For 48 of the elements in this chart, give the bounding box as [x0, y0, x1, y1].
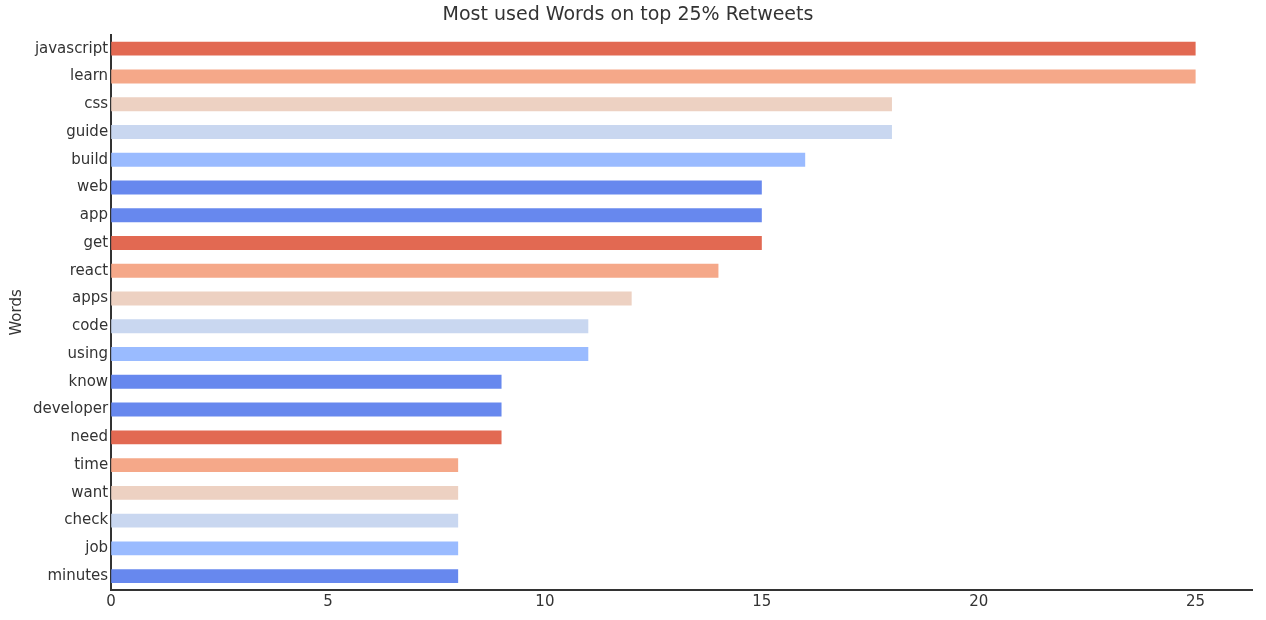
bar [111, 152, 806, 167]
y-tick-label: want [71, 482, 109, 501]
y-tick-label: job [84, 538, 109, 557]
bar [111, 430, 502, 445]
bar [111, 402, 502, 417]
y-tick-label: guide [66, 121, 109, 140]
bar [111, 263, 719, 278]
bar [111, 41, 1196, 56]
bar [111, 458, 459, 473]
y-tick-label: minutes [47, 566, 109, 585]
bar [111, 236, 762, 250]
bar [111, 347, 589, 361]
x-tick-label: 5 [323, 591, 333, 610]
bar [111, 319, 589, 334]
x-tick-label: 15 [752, 591, 772, 610]
y-tick-label: know [68, 371, 109, 390]
y-tick-label: react [69, 260, 109, 279]
y-tick-label: code [71, 316, 109, 335]
bar [111, 69, 1196, 84]
y-tick-label: css [84, 94, 109, 113]
y-tick-label: build [71, 149, 109, 168]
bar [111, 374, 502, 389]
y-tick-label: web [77, 177, 109, 196]
bar [111, 291, 632, 306]
x-tick-label: 0 [106, 591, 116, 610]
y-tick-label: check [64, 510, 109, 529]
bar [111, 180, 762, 195]
y-tick-label: need [70, 427, 109, 446]
y-tick-label: get [83, 232, 109, 251]
bar [111, 541, 459, 556]
y-tick-label: javascript [33, 38, 109, 57]
bar [111, 569, 459, 584]
x-tick-label: 10 [535, 591, 555, 610]
y-tick-label: developer [32, 399, 109, 418]
bar [111, 97, 892, 112]
y-tick-label: learn [70, 66, 109, 85]
bar [111, 125, 892, 139]
bar [111, 513, 459, 528]
y-axis-title: Words [6, 289, 25, 336]
y-tick-label: apps [72, 288, 109, 307]
x-tick-label: 25 [1186, 591, 1206, 610]
y-tick-label: app [79, 205, 109, 224]
y-tick-label: using [67, 343, 109, 362]
chart-title: Most used Words on top 25% Retweets [442, 2, 814, 25]
bar [111, 208, 762, 223]
bar [111, 485, 459, 500]
x-tick-label: 20 [969, 591, 989, 610]
y-tick-label: time [74, 454, 109, 473]
